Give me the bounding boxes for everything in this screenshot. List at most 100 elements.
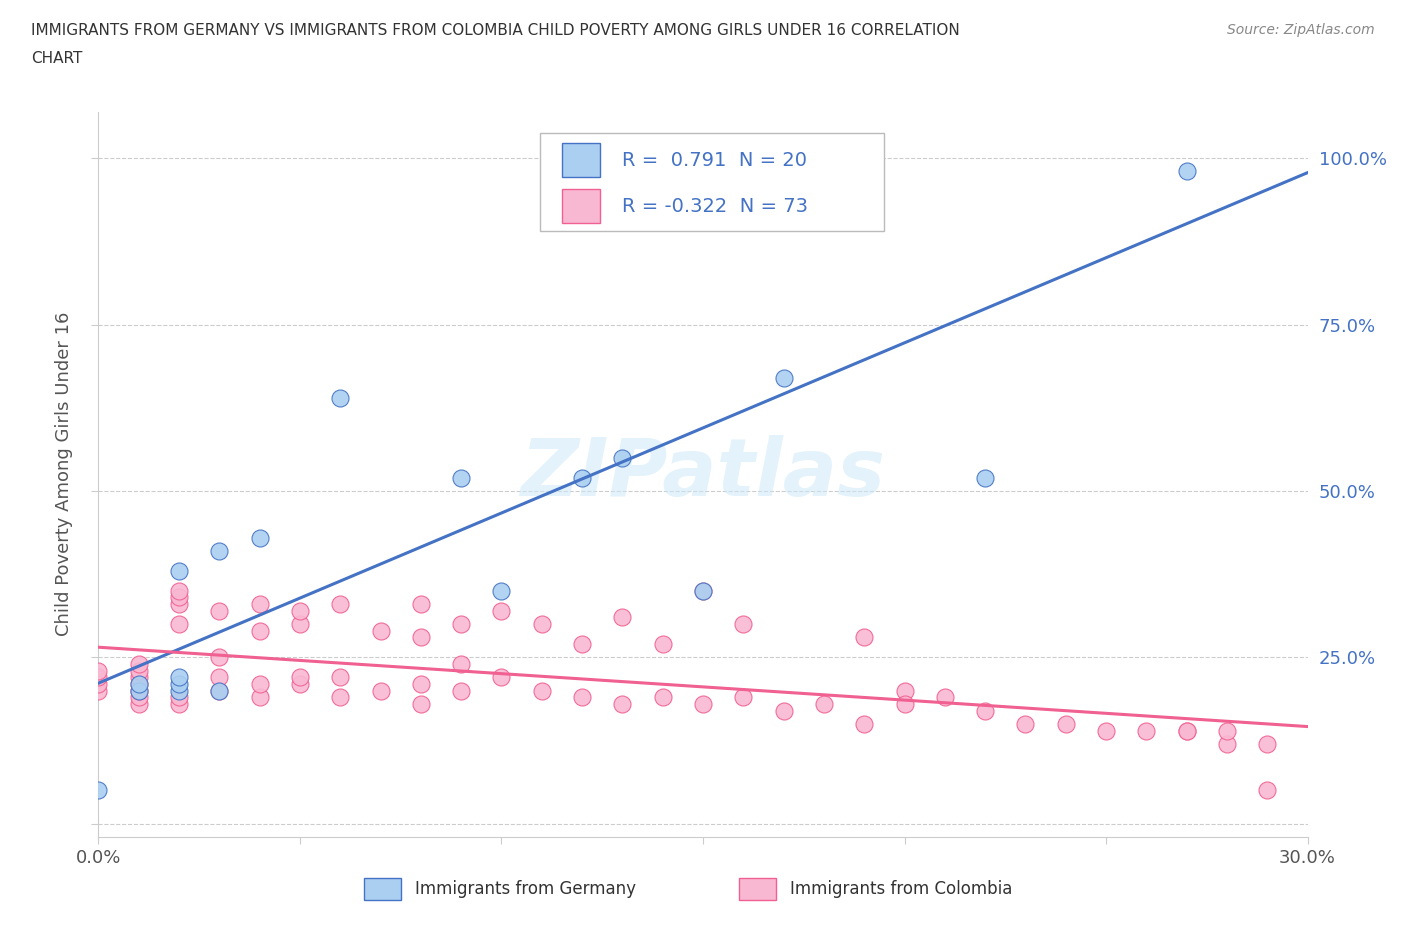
- Point: [409, 597, 432, 612]
- Point: [87, 684, 110, 698]
- Text: CHART: CHART: [31, 51, 83, 66]
- Point: [167, 684, 190, 698]
- Point: [249, 690, 271, 705]
- FancyBboxPatch shape: [364, 878, 401, 900]
- Point: [87, 663, 110, 678]
- Point: [612, 697, 634, 711]
- Point: [87, 670, 110, 684]
- Point: [934, 690, 956, 705]
- Point: [128, 670, 150, 684]
- Point: [167, 697, 190, 711]
- Point: [128, 690, 150, 705]
- Point: [571, 636, 593, 651]
- Point: [208, 543, 231, 558]
- Point: [651, 690, 673, 705]
- Point: [167, 617, 190, 631]
- Point: [1054, 716, 1077, 731]
- Point: [249, 676, 271, 691]
- FancyBboxPatch shape: [561, 189, 600, 223]
- Point: [772, 370, 794, 385]
- Point: [853, 716, 876, 731]
- Point: [167, 597, 190, 612]
- Y-axis label: Child Poverty Among Girls Under 16: Child Poverty Among Girls Under 16: [55, 312, 73, 636]
- Point: [167, 564, 190, 578]
- FancyBboxPatch shape: [540, 133, 884, 232]
- Point: [128, 697, 150, 711]
- Point: [128, 684, 150, 698]
- Point: [612, 610, 634, 625]
- Point: [1256, 783, 1278, 798]
- Point: [491, 670, 513, 684]
- Point: [571, 690, 593, 705]
- Point: [1095, 724, 1118, 738]
- Point: [853, 630, 876, 644]
- Point: [692, 697, 714, 711]
- Point: [450, 657, 472, 671]
- Point: [530, 684, 553, 698]
- Point: [128, 676, 150, 691]
- Point: [1256, 737, 1278, 751]
- Point: [208, 650, 231, 665]
- Point: [128, 663, 150, 678]
- Point: [772, 703, 794, 718]
- Point: [128, 676, 150, 691]
- Point: [208, 604, 231, 618]
- Point: [571, 471, 593, 485]
- Text: Source: ZipAtlas.com: Source: ZipAtlas.com: [1227, 23, 1375, 37]
- Point: [853, 178, 876, 193]
- Point: [208, 684, 231, 698]
- Point: [128, 657, 150, 671]
- Point: [329, 690, 352, 705]
- Point: [491, 583, 513, 598]
- Point: [288, 676, 311, 691]
- Point: [249, 530, 271, 545]
- Point: [450, 684, 472, 698]
- Point: [813, 697, 835, 711]
- Point: [167, 676, 190, 691]
- Point: [409, 697, 432, 711]
- Point: [329, 670, 352, 684]
- Point: [974, 703, 997, 718]
- FancyBboxPatch shape: [740, 878, 776, 900]
- Point: [128, 684, 150, 698]
- Text: R = -0.322  N = 73: R = -0.322 N = 73: [621, 196, 808, 216]
- Point: [249, 597, 271, 612]
- Point: [249, 623, 271, 638]
- Point: [1175, 724, 1198, 738]
- Point: [87, 783, 110, 798]
- Point: [651, 636, 673, 651]
- Point: [612, 450, 634, 465]
- Point: [87, 676, 110, 691]
- Point: [370, 623, 392, 638]
- Text: IMMIGRANTS FROM GERMANY VS IMMIGRANTS FROM COLOMBIA CHILD POVERTY AMONG GIRLS UN: IMMIGRANTS FROM GERMANY VS IMMIGRANTS FR…: [31, 23, 960, 38]
- Point: [974, 471, 997, 485]
- Point: [409, 630, 432, 644]
- Point: [288, 604, 311, 618]
- Point: [167, 590, 190, 604]
- Point: [733, 690, 755, 705]
- Point: [1135, 724, 1157, 738]
- FancyBboxPatch shape: [561, 142, 600, 178]
- Point: [1216, 724, 1239, 738]
- Point: [208, 670, 231, 684]
- Point: [893, 684, 915, 698]
- Point: [167, 583, 190, 598]
- Point: [288, 670, 311, 684]
- Point: [491, 604, 513, 618]
- Point: [692, 583, 714, 598]
- Point: [329, 597, 352, 612]
- Point: [692, 583, 714, 598]
- Point: [450, 617, 472, 631]
- Point: [1014, 716, 1036, 731]
- Text: Immigrants from Germany: Immigrants from Germany: [415, 880, 637, 898]
- Point: [450, 471, 472, 485]
- Point: [167, 670, 190, 684]
- Point: [530, 617, 553, 631]
- Point: [288, 617, 311, 631]
- Point: [1216, 737, 1239, 751]
- Point: [1175, 724, 1198, 738]
- Point: [167, 690, 190, 705]
- Point: [1175, 164, 1198, 179]
- Point: [329, 391, 352, 405]
- Point: [370, 684, 392, 698]
